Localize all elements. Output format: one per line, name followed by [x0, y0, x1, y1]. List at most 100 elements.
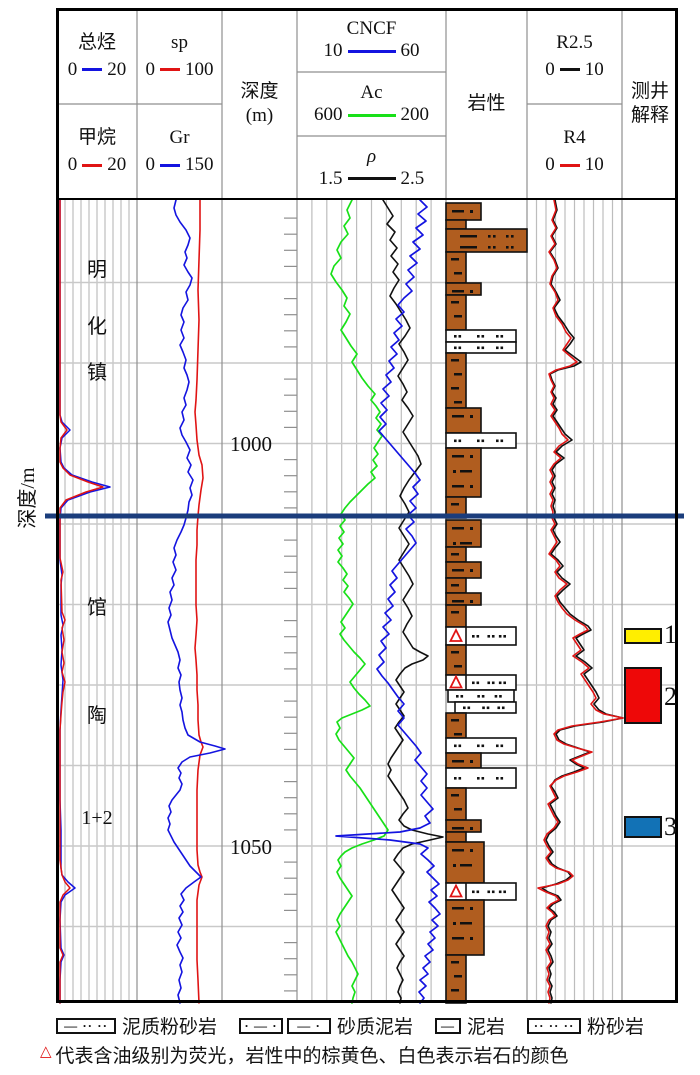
lith-pattern-mark	[477, 335, 480, 338]
lith-pattern-mark	[452, 415, 464, 418]
frame-bottom	[56, 1000, 678, 1003]
lith-pattern-mark	[488, 235, 491, 238]
lith-interval-dots	[445, 626, 517, 646]
lith-pattern-mark	[472, 681, 475, 685]
lith-pattern-mark	[454, 777, 457, 780]
lith-pattern-mark	[477, 777, 480, 780]
lith-pattern-mark	[451, 387, 459, 390]
lith-pattern-mark	[458, 439, 462, 443]
lith-pattern-mark	[460, 695, 464, 698]
curve-r25	[541, 199, 624, 1004]
lith-pattern-mark	[493, 246, 496, 249]
lith-pattern-mark	[497, 706, 501, 710]
scale-min: 0	[145, 154, 156, 175]
lith-pattern-mark	[454, 401, 462, 404]
interpretation-title-1: 测井	[630, 80, 669, 102]
interpretation-box-1-label: 1	[664, 620, 677, 649]
lith-pattern-mark	[454, 733, 462, 736]
lith-pattern-mark	[487, 681, 491, 685]
scale-max: 100	[185, 58, 214, 80]
siltstone-swatch-icon: ·· ·· ··	[527, 1017, 582, 1034]
lith-pattern-mark	[470, 210, 473, 213]
lith-pattern-mark	[452, 760, 464, 763]
lith-pattern-mark	[454, 665, 462, 668]
lith-pattern-mark	[453, 542, 456, 545]
lith-pattern-mark	[451, 503, 459, 506]
interpretation-box-1	[624, 628, 662, 644]
lith-pattern-mark	[488, 246, 491, 249]
lith-pattern-mark	[470, 527, 473, 530]
lith-interval-dash	[445, 787, 467, 821]
lith-pattern-mark	[453, 470, 456, 473]
sandy-mudstone-swatch-icon: — ·	[287, 1017, 332, 1034]
lith-interval-dashdot	[445, 899, 485, 956]
scale-min: 0	[67, 154, 78, 175]
lith-pattern-mark	[454, 315, 462, 318]
lith-pattern-mark	[477, 346, 480, 350]
scale-min: 0	[545, 154, 555, 175]
curve-color-line	[347, 177, 396, 180]
lith-interval-dots	[445, 767, 517, 789]
lith-interval-dots	[454, 701, 517, 714]
interpretation-box-3	[624, 816, 662, 838]
lith-pattern-mark	[482, 706, 485, 710]
lith-pattern-mark	[454, 808, 462, 811]
lith-pattern-mark	[470, 907, 473, 910]
lith-pattern-mark	[470, 849, 473, 852]
header-sp: sp 0 100	[137, 8, 222, 104]
lithology-title: 岩性	[467, 92, 506, 114]
lith-pattern-mark	[498, 681, 502, 685]
scale-max: 10	[584, 58, 604, 80]
lith-pattern-mark	[496, 335, 499, 338]
curve-color-line	[82, 68, 103, 71]
header-bottom-border	[56, 198, 678, 200]
scale-max: 150	[185, 154, 214, 175]
header-depth-column: 深度 (m)	[222, 8, 297, 199]
lith-pattern-mark	[460, 470, 472, 473]
curve-color-line	[160, 68, 180, 71]
lith-pattern-mark	[477, 744, 480, 748]
curve-color-line	[82, 163, 103, 167]
lith-interval-dash	[445, 251, 467, 284]
lith-pattern-mark	[500, 744, 504, 748]
scale-max: 10	[584, 154, 604, 175]
lith-pattern-mark	[452, 569, 464, 572]
note-text: 代表含油级别为荧光，岩性中的棕黄色、白色表示岩石的颜色	[55, 1046, 569, 1067]
lith-pattern-mark	[481, 439, 485, 443]
scale-max: 200	[400, 104, 430, 125]
lith-interval-dash	[445, 604, 467, 628]
lith-interval-dash	[445, 219, 467, 230]
lith-pattern-mark	[460, 864, 472, 867]
legend-label: 砂质泥岩	[337, 1017, 414, 1038]
lith-pattern-mark	[500, 439, 504, 443]
interpretation-title-2: 解释	[630, 104, 669, 126]
scale-max: 60	[400, 40, 420, 61]
lith-pattern-mark	[452, 210, 464, 213]
lith-pattern-mark	[452, 937, 464, 940]
scale-min: 0	[145, 58, 156, 80]
lith-pattern-mark	[460, 235, 477, 238]
curve-color-line	[347, 113, 396, 117]
interpretation-box-3-label: 3	[664, 812, 677, 841]
curve-gr	[167, 199, 226, 1004]
interpretation-box-2	[624, 667, 662, 724]
sandy-mudstone-swatch-icon: · — ·	[239, 1017, 284, 1034]
lith-pattern-mark	[503, 635, 506, 638]
lith-pattern-mark	[451, 961, 459, 964]
lith-pattern-mark	[493, 235, 496, 238]
header-methane: 甲烷 0 20	[57, 104, 137, 199]
scale-min: 0	[67, 58, 78, 80]
lith-interval-dash	[445, 294, 467, 331]
lith-pattern-mark	[451, 611, 459, 614]
lith-pattern-mark	[454, 975, 462, 978]
lith-pattern-mark	[451, 301, 459, 304]
legend-label: 粉砂岩	[587, 1017, 645, 1038]
fluorescence-note: △ 代表含油级别为荧光，岩性中的棕黄色、白色表示岩石的颜色	[40, 1041, 569, 1068]
depth-title: 深度	[240, 80, 279, 102]
formation-label: 化	[87, 316, 107, 338]
lith-pattern-mark	[481, 335, 485, 338]
lith-interval-dash2dots	[445, 228, 528, 253]
lith-pattern-mark	[496, 777, 499, 780]
